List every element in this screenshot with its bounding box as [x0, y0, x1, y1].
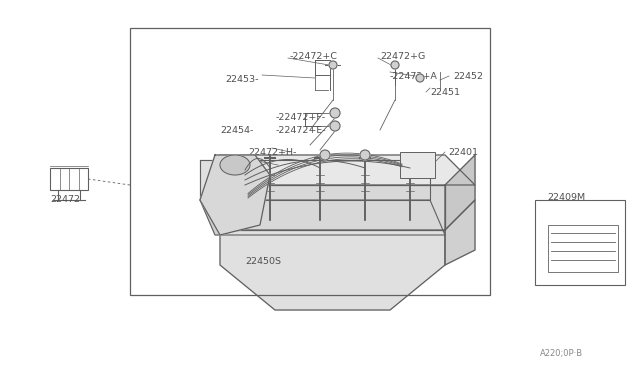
Text: 22472+J-: 22472+J- [215, 161, 259, 170]
Circle shape [391, 61, 399, 69]
Text: 22452: 22452 [453, 72, 483, 81]
Text: -22472+E-: -22472+E- [276, 126, 326, 135]
Text: 22450S: 22450S [245, 257, 281, 266]
Text: -22472+C: -22472+C [290, 52, 338, 61]
Text: 22409M: 22409M [547, 193, 585, 202]
Ellipse shape [220, 155, 250, 175]
Polygon shape [445, 200, 475, 265]
Text: 22401: 22401 [448, 148, 478, 157]
Polygon shape [220, 155, 475, 185]
Bar [535, 200, 625, 285]
Text: -22472+F-: -22472+F- [276, 113, 326, 122]
Polygon shape [200, 155, 270, 235]
Polygon shape [200, 200, 445, 235]
Bar [400, 152, 435, 178]
Text: 22472: 22472 [50, 195, 80, 204]
Circle shape [416, 74, 424, 82]
Circle shape [360, 150, 370, 160]
Text: 22453-: 22453- [225, 75, 259, 84]
Circle shape [330, 121, 340, 131]
Circle shape [329, 61, 337, 69]
Text: A220;0P·B: A220;0P·B [540, 349, 583, 358]
Text: 22472+G: 22472+G [380, 52, 425, 61]
Polygon shape [220, 230, 445, 310]
Polygon shape [445, 155, 475, 230]
Polygon shape [220, 185, 445, 230]
Circle shape [320, 150, 330, 160]
Text: -22472+A: -22472+A [390, 72, 438, 81]
Bar [548, 225, 618, 272]
Text: 22454-: 22454- [220, 126, 253, 135]
Polygon shape [200, 160, 430, 200]
Circle shape [330, 108, 340, 118]
Bar [50, 168, 88, 190]
Text: 22451: 22451 [430, 88, 460, 97]
Bar [130, 28, 490, 295]
Text: 22472+H-: 22472+H- [248, 148, 296, 157]
